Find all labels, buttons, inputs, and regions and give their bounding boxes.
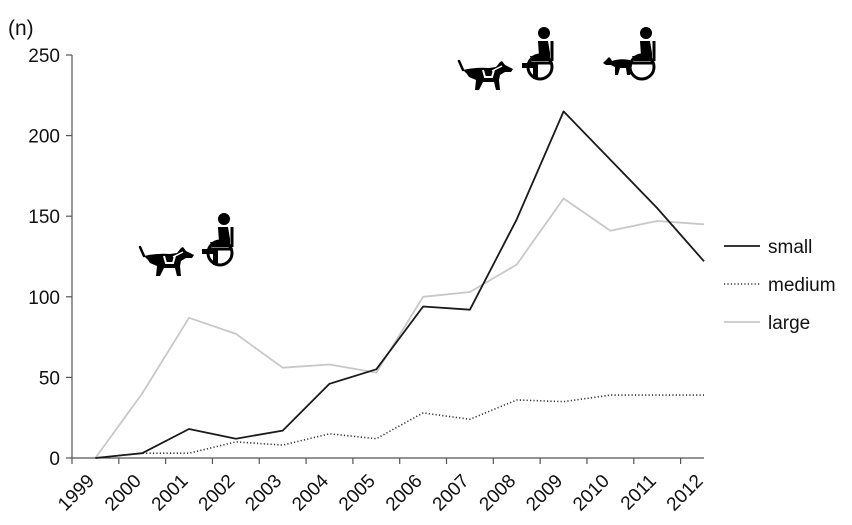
x-tick-label: 2001 (148, 471, 193, 516)
y-tick-label: 0 (49, 449, 60, 470)
y-tick-label: 150 (28, 207, 60, 228)
dog-icon (457, 59, 515, 92)
y-tick-label: 250 (28, 46, 60, 67)
plot-area: (n) 0 50 100 150 200 250 1999 2000 2001 2002 2003… (8, 17, 708, 515)
x-tick-label: 2002 (195, 471, 240, 516)
x-tick-label: 2009 (522, 471, 567, 516)
x-tick-label: 2004 (288, 470, 333, 515)
legend-label-small: small (768, 237, 812, 258)
small-dog-on-lap-wheelchair-icon (601, 25, 656, 81)
series-line-large (94, 197, 705, 459)
legend-label-large: large (768, 313, 810, 334)
annotation-group-2001 (138, 211, 234, 278)
annotation-group-2008 (457, 25, 554, 92)
series-lines (94, 110, 705, 459)
x-tick-label: 2011 (617, 471, 661, 515)
x-tick-label: 2003 (241, 471, 286, 516)
wheelchair-user-icon (200, 211, 234, 267)
annotation-group-2010 (601, 25, 656, 81)
dog-icon (138, 245, 196, 278)
wheelchair-user-icon (520, 25, 554, 81)
y-tick-label: 200 (28, 127, 60, 148)
x-tick-label: 2000 (101, 471, 146, 516)
x-tick-label: 1999 (54, 471, 99, 516)
x-axis: 1999 2000 2001 2002 2003 2004 2005 2006 2007 2008… (54, 458, 708, 516)
y-axis: 0 50 100 150 200 250 (28, 46, 72, 470)
x-tick-label: 2010 (569, 471, 614, 516)
x-tick-label: 2008 (476, 471, 521, 516)
y-tick-label: 100 (28, 288, 60, 309)
x-tick-label: 2006 (382, 471, 427, 516)
series-line-small (95, 110, 705, 459)
y-axis-unit-label: (n) (8, 17, 34, 40)
x-tick-label: 2007 (429, 471, 474, 516)
series-line-medium (95, 394, 704, 459)
y-tick-label: 50 (39, 368, 60, 389)
x-tick-label: 2012 (663, 471, 708, 516)
legend: small medium large (724, 237, 836, 334)
legend-label-medium: medium (768, 275, 836, 296)
x-tick-label: 2005 (335, 471, 380, 516)
